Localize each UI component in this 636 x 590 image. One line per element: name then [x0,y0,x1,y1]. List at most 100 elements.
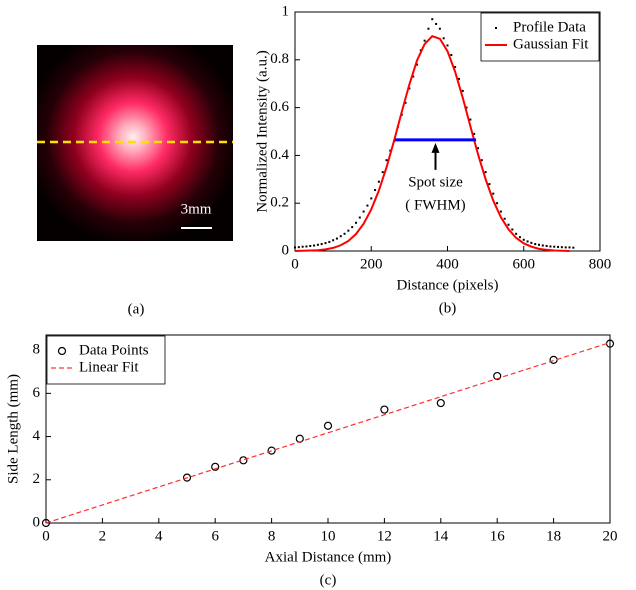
data-point [538,243,540,246]
arrow-head [431,142,440,153]
data-point [534,243,537,246]
data-point [568,246,571,249]
data-point [370,197,373,200]
data-point [41,518,51,528]
data-point [211,462,220,471]
x-tick-label: 0 [291,256,299,272]
data-point [416,63,418,66]
data-point [355,221,357,224]
data-point [351,226,354,229]
legend-label: Gaussian Fit [513,36,589,52]
data-point [431,18,434,21]
x-tick-label: 18 [546,528,561,544]
data-point [408,87,411,90]
legend-label: Profile Data [513,19,586,35]
data-point [499,210,502,213]
x-tick-label: 14 [433,528,449,544]
data-point [530,241,533,244]
data-point [461,89,464,92]
data-point [446,44,449,47]
data-point [507,223,510,226]
data-point [465,106,468,109]
x-tick-label: 20 [603,528,618,544]
data-point [457,77,460,80]
x-tick-label: 10 [321,528,336,544]
data-point [436,398,445,408]
data-point [493,371,502,381]
data-point [526,240,529,243]
x-tick-label: 16 [490,528,506,544]
data-point [374,189,377,192]
data-point [377,180,380,183]
x-axis-label: Distance (pixels) [396,277,498,293]
x-tick-label: 8 [268,528,276,544]
data-point [454,65,457,68]
x-tick-label: 0 [42,528,50,544]
x-tick-label: 2 [99,528,107,544]
y-tick-label: 1 [282,3,290,19]
x-tick-label: 600 [513,256,536,272]
data-point [477,147,479,150]
y-tick-label: 0 [282,242,290,258]
caption: (a) [128,301,145,317]
legend-label: Data Points [79,342,149,358]
y-tick-label: 4 [33,428,41,444]
data-point [515,232,518,235]
data-point [343,232,346,235]
y-tick-label: 6 [33,385,41,401]
data-point [511,228,514,231]
legend-label: Linear Fit [79,359,139,375]
data-point [469,118,472,121]
legend-box [46,335,166,385]
data-point [492,192,495,195]
data-point [549,355,558,364]
fit-line [294,34,570,252]
caption: (c) [320,572,337,588]
data-point [380,405,389,414]
data-point [316,243,319,246]
data-point [553,245,556,248]
data-point [347,229,350,232]
data-point [385,159,388,162]
scale-label: 3mm [181,201,212,217]
data-point [522,238,525,241]
data-point [297,246,300,249]
data-point [557,245,560,248]
data-point [560,246,563,249]
data-point [473,132,476,135]
y-tick-label: 0 [33,514,41,530]
data-point [503,217,506,220]
data-point [320,243,323,246]
data-point [301,245,304,248]
data-point [267,446,276,455]
data-point [496,202,499,205]
y-axis-label: Side Length (mm) [5,374,21,484]
legend-box [480,12,600,62]
legend-symbol [495,27,497,29]
y-tick-label: 0.2 [270,195,289,211]
data-point [366,204,369,207]
data-point [518,236,521,239]
data-point [435,22,438,25]
data-point [324,242,327,245]
data-point [404,101,407,104]
data-point [239,456,248,465]
data-point [381,171,384,174]
data-point [541,244,544,247]
x-tick-label: 800 [589,256,612,272]
data-point [313,244,316,247]
y-tick-label: 8 [33,342,41,358]
data-point [423,39,426,42]
x-tick-label: 200 [360,256,383,272]
y-tick-label: 0.6 [270,99,289,115]
data-point [332,239,335,242]
data-point [484,171,487,174]
data-point [427,27,430,30]
annotation: ( FWHM) [405,197,465,213]
data-point [438,27,441,30]
data-point [442,37,445,40]
data-point [294,246,296,249]
x-tick-label: 6 [211,528,219,544]
data-point [305,245,308,248]
